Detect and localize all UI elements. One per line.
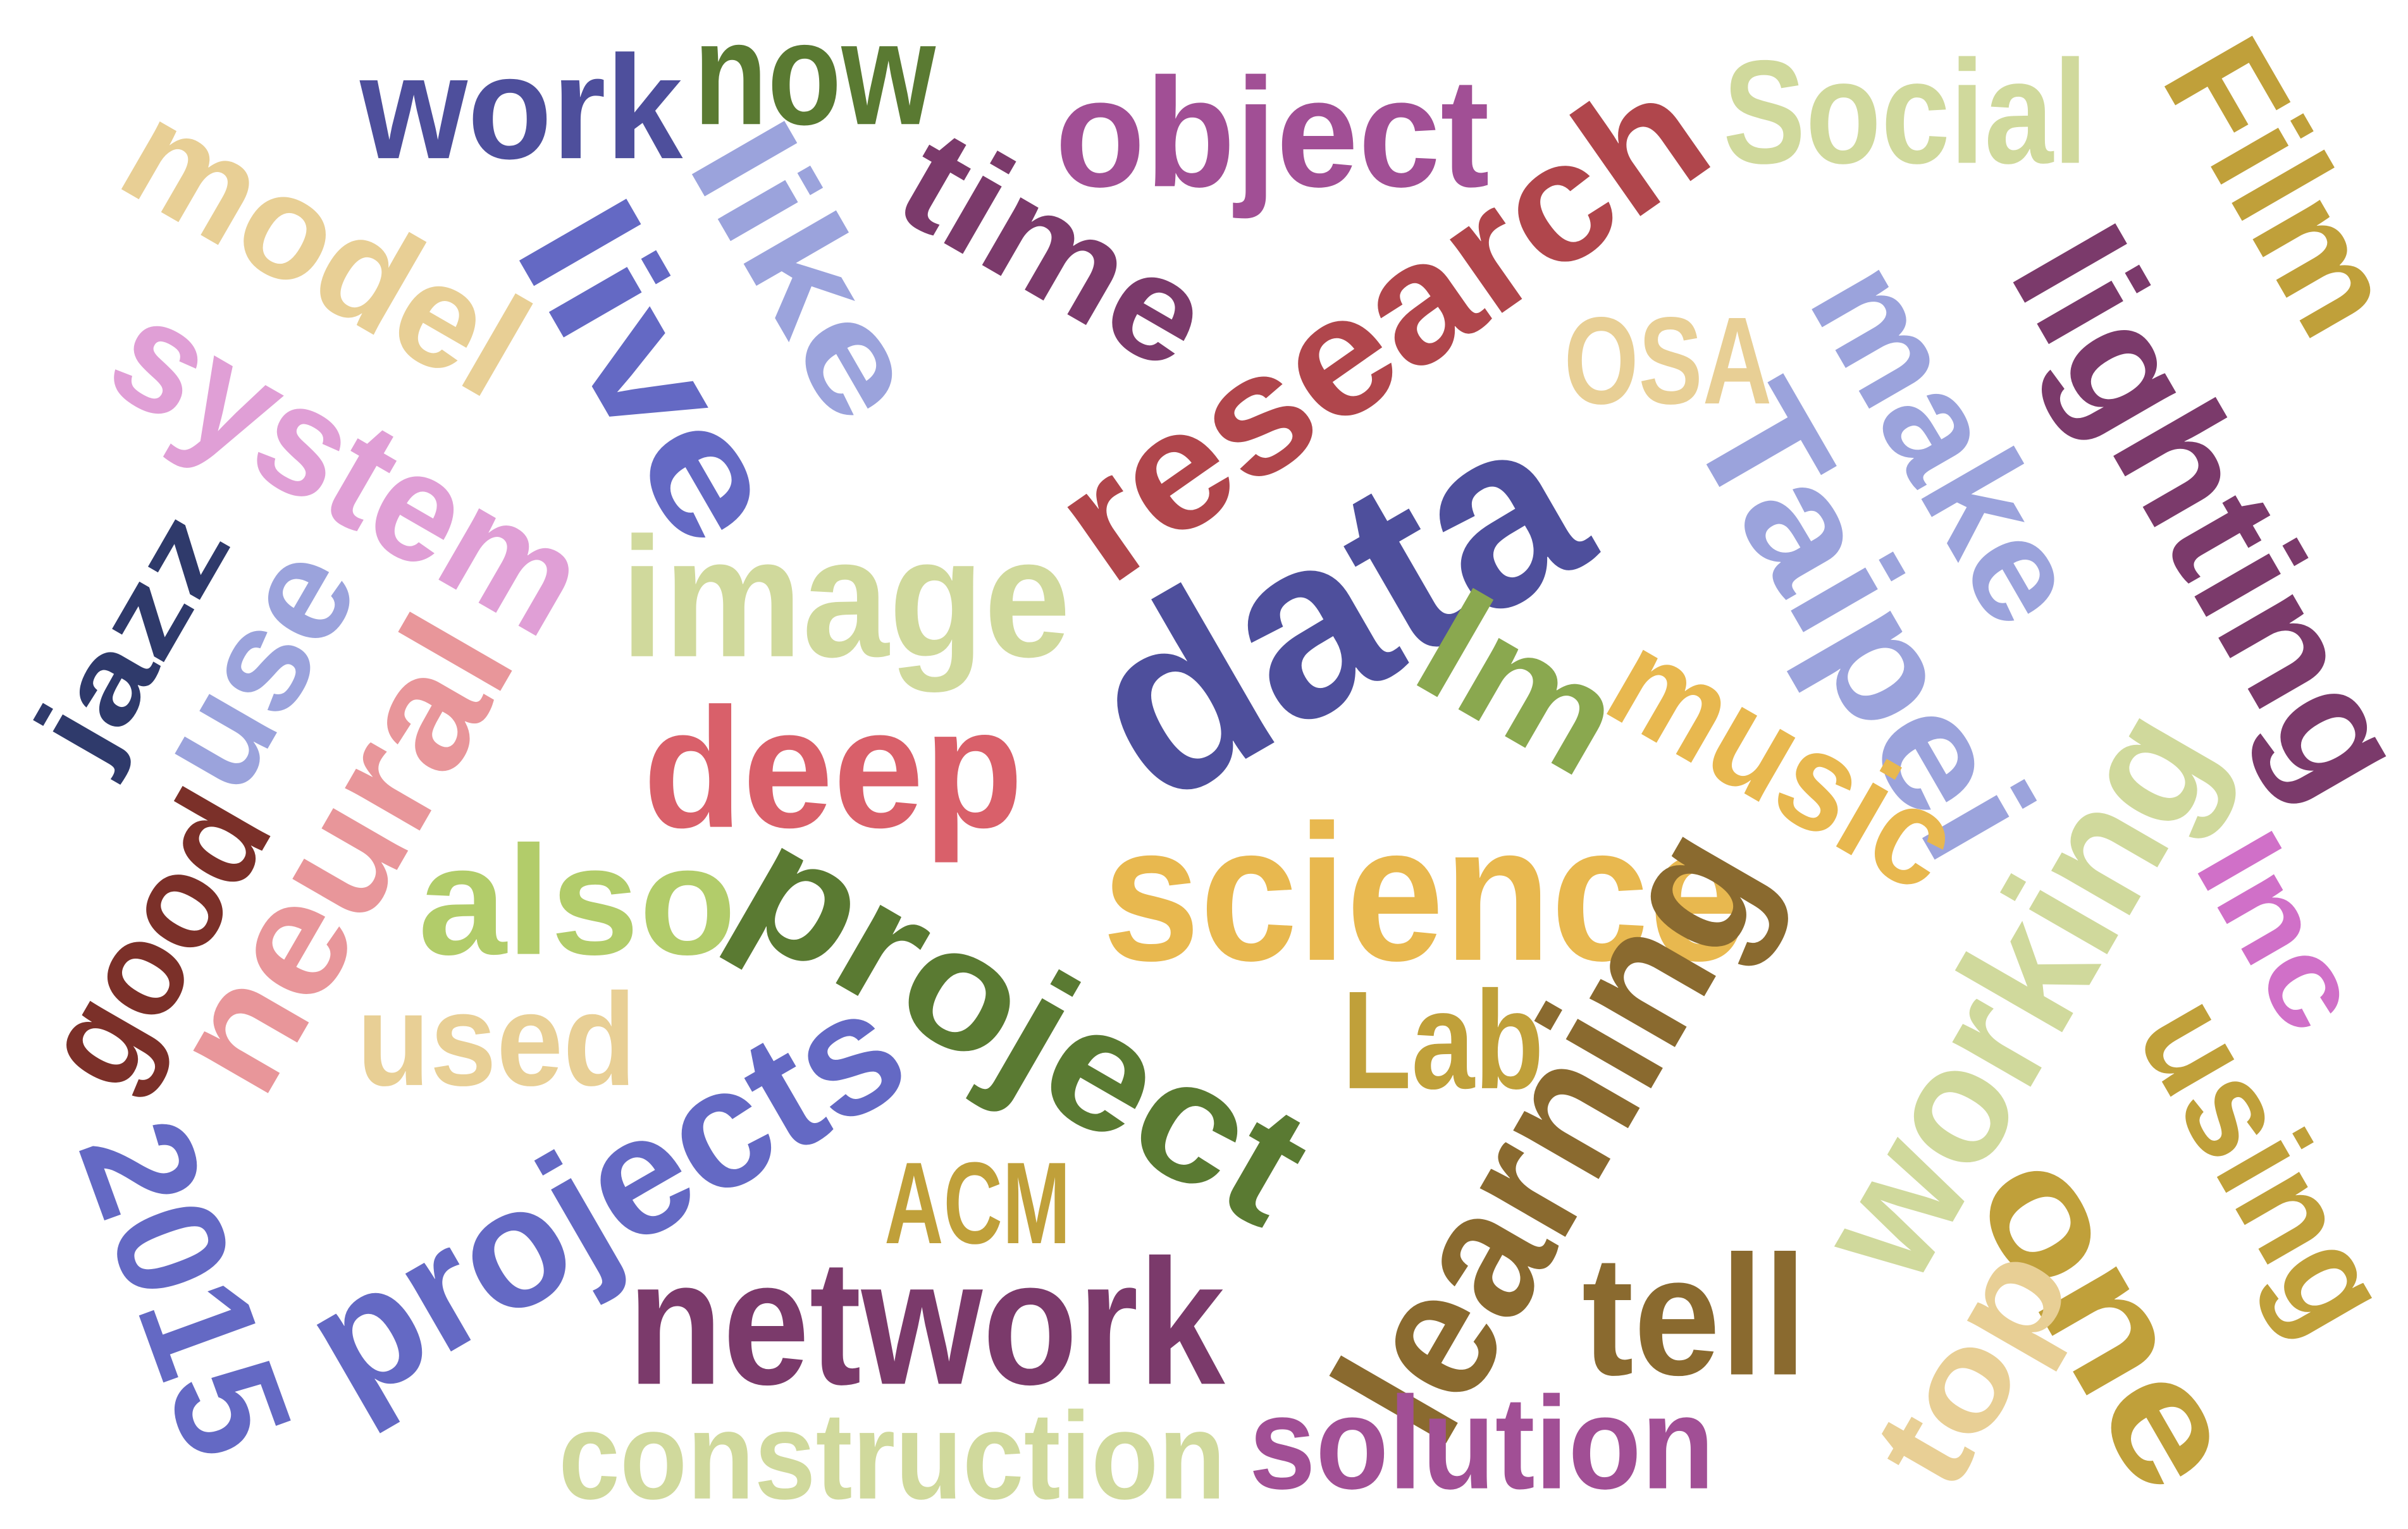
word: used xyxy=(357,966,636,1114)
word: network xyxy=(627,1222,1226,1422)
word: Social xyxy=(1723,30,2087,195)
word: deep xyxy=(643,673,1023,864)
word: now xyxy=(693,0,935,156)
word: OSA xyxy=(1564,291,1772,430)
word: science xyxy=(1102,784,1746,1001)
word: ACM xyxy=(884,1138,1070,1268)
word: image xyxy=(621,503,1070,694)
word: construction xyxy=(559,1386,1226,1525)
word: Lab xyxy=(1342,962,1544,1118)
word: tell xyxy=(1582,1221,1807,1411)
word: work xyxy=(359,25,683,190)
word: object xyxy=(1055,46,1490,219)
word: solution xyxy=(1249,1370,1715,1517)
word: also xyxy=(418,814,736,987)
